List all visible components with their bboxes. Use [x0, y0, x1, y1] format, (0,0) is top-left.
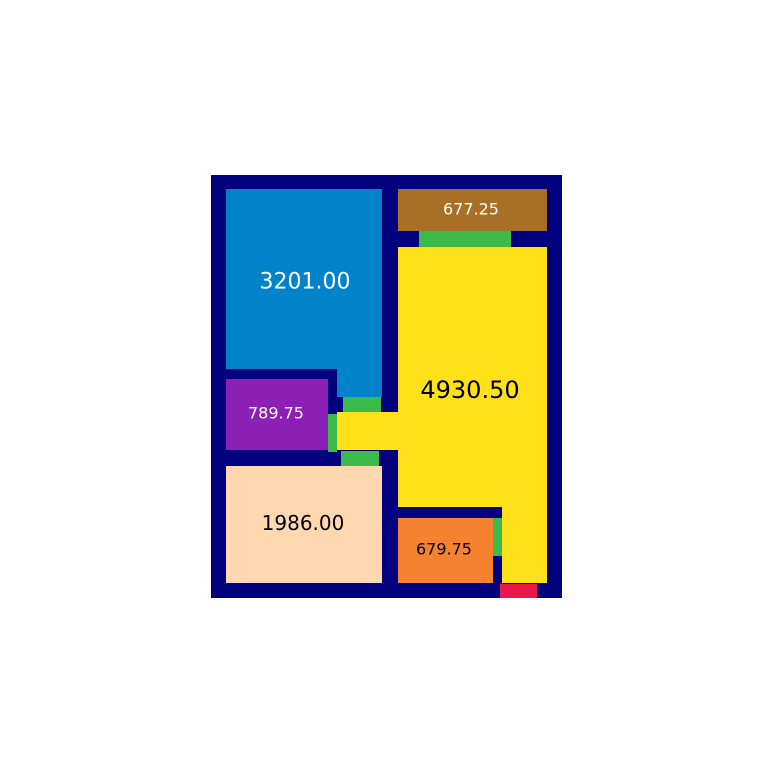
room-blue-fill — [226, 189, 382, 369]
room-brown-fill — [398, 189, 547, 231]
room-peach-label: 1986.00 — [262, 511, 345, 535]
room-yellow-fill — [398, 247, 547, 507]
entrance-door — [500, 584, 537, 598]
door-purple-corridor — [328, 414, 337, 452]
door-blue-corridor — [343, 397, 381, 412]
door-orange-yellow — [493, 518, 502, 556]
room-purple-fill — [226, 379, 328, 450]
room-yellow-corridor — [337, 412, 400, 450]
room-yellow-label: 4930.50 — [420, 376, 519, 404]
room-orange-label: 679.75 — [416, 540, 472, 559]
room-yellow-fill-lower — [502, 505, 547, 583]
room-brown-label: 677.25 — [443, 200, 499, 219]
room-purple-label: 789.75 — [248, 404, 304, 423]
door-peach-corridor — [341, 451, 379, 466]
room-blue-fill-lower — [337, 367, 382, 397]
room-peach-fill — [226, 466, 382, 583]
room-orange-fill — [398, 518, 493, 583]
door-brown-yellow — [419, 231, 511, 247]
room-blue-label: 3201.00 — [260, 270, 351, 295]
